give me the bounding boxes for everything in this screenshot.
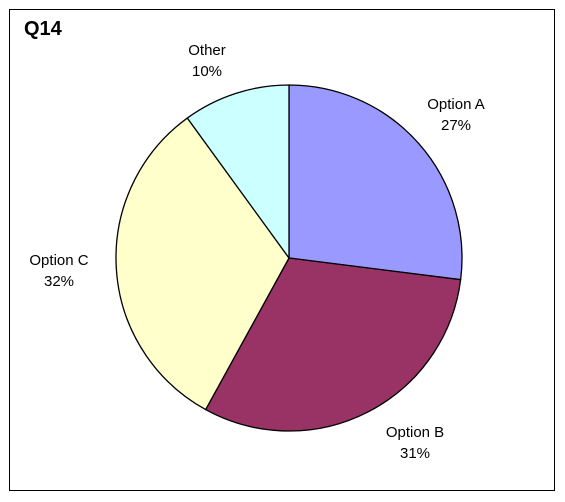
chart-title: Q14	[24, 18, 62, 40]
slice-value-label-other: 10%	[192, 63, 222, 80]
slice-label-other: Other	[188, 42, 226, 59]
slice-value-label-option-a: 27%	[441, 117, 471, 134]
slice-value-label-option-b: 31%	[400, 445, 430, 462]
slice-label-option-c: Option C	[29, 252, 88, 269]
pie-slice-option-c	[115, 117, 290, 411]
slice-value-label-option-c: 32%	[44, 273, 74, 290]
slice-label-option-b: Option B	[386, 424, 444, 441]
slice-label-option-a: Option A	[427, 96, 485, 113]
pie-slice-other	[186, 84, 290, 259]
pie-slice-option-a	[288, 84, 463, 281]
pie-slice-option-b	[205, 257, 462, 432]
